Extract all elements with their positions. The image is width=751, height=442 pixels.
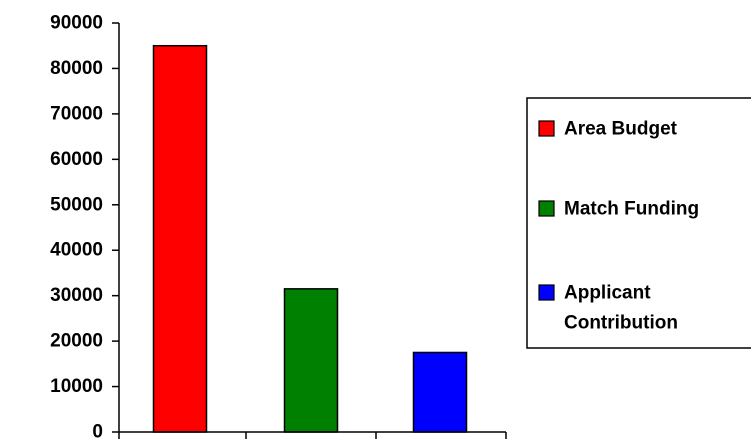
legend-box xyxy=(526,97,751,349)
bar-applicant-contribution xyxy=(412,351,468,433)
y-tick-label: 90000 xyxy=(50,13,103,34)
y-tick-label: 10000 xyxy=(50,376,103,397)
y-tick-label: 50000 xyxy=(50,194,103,215)
y-tick-label: 20000 xyxy=(50,331,103,352)
x-axis xyxy=(118,431,507,439)
y-tick-label: 60000 xyxy=(50,149,103,170)
y-tick-label: 30000 xyxy=(50,285,103,306)
y-tick-label: 40000 xyxy=(50,240,103,261)
legend-label: Match Funding xyxy=(564,199,699,220)
legend-swatch xyxy=(538,284,555,301)
y-tick-label: 80000 xyxy=(50,58,103,79)
legend: Area Budget Match Funding Applicant Contrib… xyxy=(526,97,751,349)
y-tick-label: 70000 xyxy=(50,103,103,124)
legend-swatch xyxy=(538,120,555,137)
legend-label: Applicant xyxy=(564,283,651,304)
y-axis: 0 10000 20000 30000 40000 50000 60000 70000 8000… xyxy=(50,13,120,442)
legend-swatch xyxy=(538,200,555,217)
bar-match-funding xyxy=(283,288,339,433)
legend-label: Contribution xyxy=(564,313,678,334)
bars xyxy=(152,44,468,433)
y-tick-label: 0 xyxy=(92,422,103,442)
legend-label: Area Budget xyxy=(564,119,678,140)
bar-area-budget xyxy=(152,44,208,433)
